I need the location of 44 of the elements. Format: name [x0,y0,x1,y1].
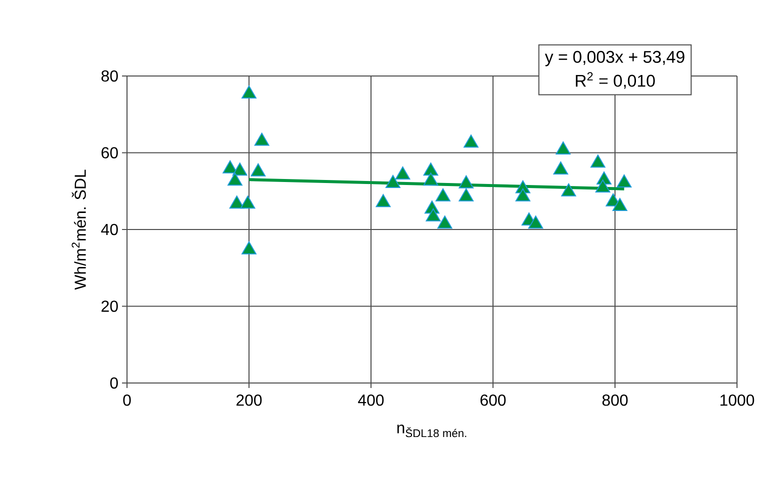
point [595,180,610,193]
point [590,154,606,168]
point [553,162,568,175]
annotation: R$^{2}$ = 0,010 [576,72,655,89]
point [254,132,270,146]
point [458,175,474,188]
x-axis-title: $\text{n}_{\text{ŠDL18 mén.}}$ [397,424,466,438]
point [515,188,530,202]
point [395,166,410,180]
point [250,163,266,176]
point [229,196,244,209]
y-tick-label: 60 [102,147,118,158]
point [423,172,438,186]
point [240,196,256,209]
point [556,142,571,155]
point [436,188,450,202]
point [376,194,391,208]
x-tick-label: 800 [602,394,628,406]
point [612,198,628,211]
point [242,86,256,99]
point [437,216,452,229]
text: y = 0,003x + 53,49 [544,50,684,66]
x-tick-label: 1000 [720,394,754,406]
point [458,188,474,202]
point [242,241,256,254]
y-tick-label: 40 [101,224,118,236]
point [528,216,544,229]
point [232,162,248,176]
y-tick-label: 20 [102,300,118,312]
x-tick-label: 200 [236,394,262,406]
point [464,134,478,148]
x-tick-label: 600 [480,394,506,406]
point [616,174,632,188]
y-tick-label: 80 [101,70,118,82]
point [228,172,242,186]
point [561,183,576,196]
point [426,208,441,222]
x-tick-label: 0 [123,394,131,406]
point [386,174,400,188]
point [222,160,238,174]
y-tick-label: 0 [110,377,118,389]
point [423,162,438,176]
y-axis-title: Wh/m$^{2}$mén. ŠDL [72,170,86,290]
x-tick-label: 400 [358,394,384,406]
